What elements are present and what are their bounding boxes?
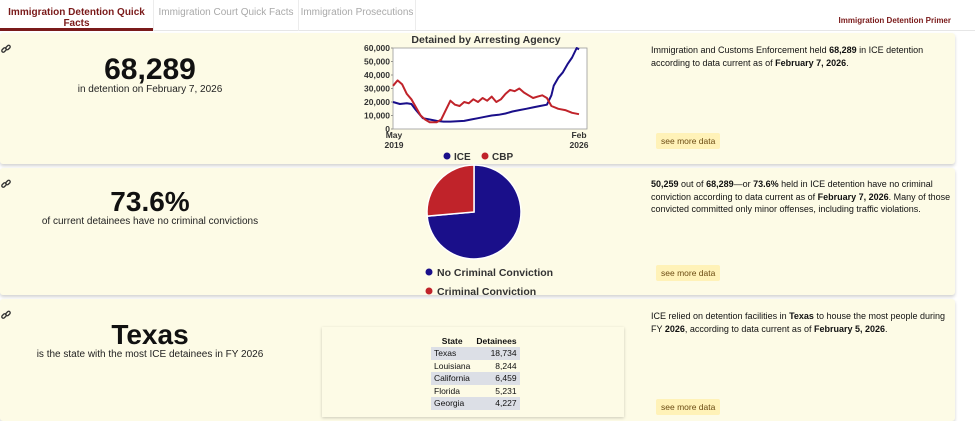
table-row: Louisiana 8,244 bbox=[431, 359, 520, 372]
y-tick-label: 10,000 bbox=[364, 111, 390, 121]
detention-count-desc: Immigration and Customs Enforcement held… bbox=[651, 45, 924, 68]
line-chart: Detained by Arresting Agency 0 10,000 20,0… bbox=[364, 34, 589, 163]
link-icon[interactable] bbox=[0, 309, 12, 321]
tab-detention-quick-facts[interactable]: Immigration Detention Quick Facts bbox=[0, 0, 153, 31]
table-row: California 6,459 bbox=[431, 372, 520, 385]
legend-cbp-marker bbox=[481, 152, 489, 160]
legend-ice-marker bbox=[443, 152, 451, 160]
legend-conviction-marker bbox=[425, 287, 433, 295]
pie-chart: No Criminal Conviction Criminal Convicti… bbox=[425, 164, 553, 298]
no-conviction-desc: 50,259 out of 68,289—or 73.6% held in IC… bbox=[651, 179, 951, 214]
tab-court-quick-facts[interactable]: Immigration Court Quick Facts bbox=[153, 0, 298, 31]
see-more-data-button[interactable]: see more data bbox=[656, 399, 721, 415]
y-tick-label: 40,000 bbox=[364, 70, 390, 80]
y-tick-label: 50,000 bbox=[364, 57, 390, 67]
table-row: Texas 18,734 bbox=[431, 347, 520, 360]
series-line-cbp bbox=[392, 79, 580, 124]
legend-no-conviction-label: No Criminal Conviction bbox=[437, 267, 553, 279]
no-conviction-big: 73.6% bbox=[110, 186, 190, 217]
table-row: Georgia 4,227 bbox=[431, 397, 520, 410]
detention-primer-link[interactable]: Immigration Detention Primer bbox=[838, 16, 951, 25]
top-state-big: Texas bbox=[111, 319, 189, 350]
link-icon[interactable] bbox=[0, 43, 12, 55]
pie-legend: No Criminal Conviction Criminal Convicti… bbox=[425, 267, 553, 298]
top-state-sub: is the state with the most ICE detainees… bbox=[36, 349, 264, 360]
y-tick-label: 0 bbox=[385, 124, 390, 134]
x-start-label: May 2019 bbox=[385, 130, 404, 150]
legend-cbp-label: CBP bbox=[492, 152, 513, 163]
top-state-desc: ICE relied on detention facilities in Te… bbox=[651, 311, 946, 334]
detention-count-big: 68,289 bbox=[104, 53, 196, 86]
top-nav: Immigration Detention Quick Facts Immigr… bbox=[0, 0, 975, 31]
legend-no-conviction-marker bbox=[425, 268, 433, 276]
detention-count-sub: in detention on February 7, 2026 bbox=[77, 84, 223, 95]
y-tick-label: 20,000 bbox=[364, 97, 390, 107]
legend-ice-label: ICE bbox=[454, 152, 471, 163]
see-more-data-button[interactable]: see more data bbox=[656, 133, 721, 149]
tab-prosecutions[interactable]: Immigration Prosecutions bbox=[298, 0, 416, 31]
link-icon[interactable] bbox=[0, 178, 12, 190]
state-table: State Detainees Texas 18,734 Louisiana 8,2… bbox=[431, 335, 520, 410]
col-detainees: Detainees bbox=[476, 336, 517, 346]
see-more-data-button[interactable]: see more data bbox=[656, 265, 721, 281]
table-row: Florida 5,231 bbox=[431, 384, 520, 397]
y-tick-label: 60,000 bbox=[364, 43, 390, 53]
no-conviction-sub: of current detainees have no criminal co… bbox=[41, 216, 259, 227]
col-state: State bbox=[441, 336, 463, 346]
chart-title: Detained by Arresting Agency bbox=[411, 34, 560, 46]
pie-slice bbox=[426, 164, 475, 217]
x-end-label: Feb 2026 bbox=[570, 130, 589, 150]
y-tick-label: 30,000 bbox=[364, 84, 390, 94]
legend-conviction-label: Criminal Conviction bbox=[437, 286, 536, 298]
line-legend: ICE CBP bbox=[443, 152, 513, 163]
